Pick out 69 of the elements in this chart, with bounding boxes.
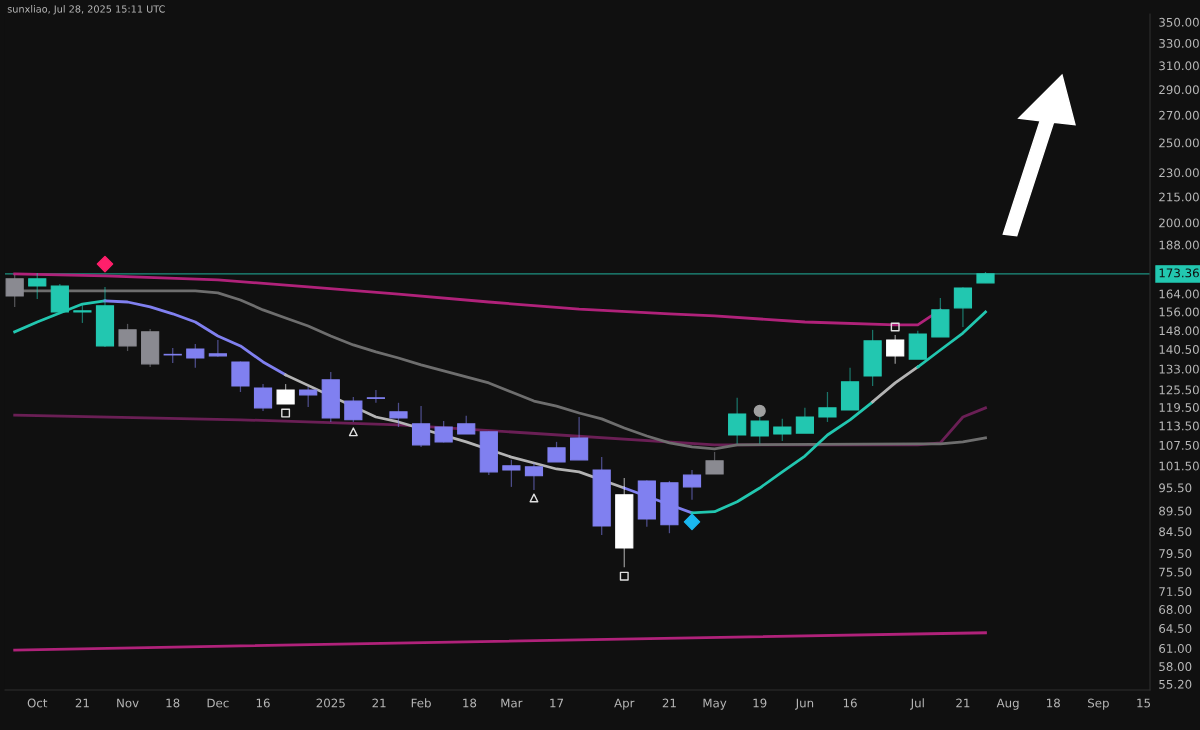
y-tick-label: 270.00 [1159,110,1199,120]
x-tick-label: 21 [75,698,89,708]
y-tick-label: 61.00 [1159,644,1192,653]
y-tick-label: 164.00 [1159,289,1199,299]
y-tick-label: 101.50 [1159,461,1199,471]
point [683,513,701,531]
point [753,404,766,417]
y-tick-label: 107.50 [1159,440,1199,450]
y-tick-label: 215.00 [1159,192,1199,202]
y-tick-label: 113.50 [1159,421,1199,431]
x-tick-label: 19 [753,698,767,708]
y-tick-label: 84.50 [1159,527,1192,537]
y-tick-label: 75.50 [1159,567,1192,577]
y-tick-label: 156.00 [1159,307,1199,317]
y-tick-label: 55.20 [1159,679,1192,689]
x-tick-label: 21 [662,698,676,708]
x-tick-label: Nov [117,698,139,708]
x-tick-label: Aug [996,698,1019,710]
y-tick-label: 79.50 [1159,549,1192,559]
y-tick-label: 230.00 [1159,168,1199,178]
x-tick-label: 17 [550,698,564,708]
x-tick-label: 18 [1047,698,1060,708]
y-tick-label: 125.50 [1159,385,1199,395]
x-tick-label: Feb [411,698,431,708]
y-tick-label: 148.00 [1159,326,1199,336]
point [529,493,539,503]
y-tick-label: 310.00 [1159,61,1199,71]
x-tick-label: Sep [1088,698,1109,710]
x-tick-label: 16 [843,698,857,708]
y-tick-label: 95.50 [1159,483,1192,493]
x-tick-label: 16 [256,698,270,708]
x-tick-label: May [703,698,727,710]
y-tick-label: 68.00 [1159,605,1192,615]
x-tick-label: Jul [910,698,924,710]
x-tick-label: Mar [501,698,523,708]
y-tick-label: 119.50 [1159,403,1199,412]
ref-line-label: 173.36 [1159,268,1199,278]
x-tick-label: 21 [372,698,386,708]
y-tick-label: 330.00 [1159,38,1199,48]
x-tick-label: 2025 [316,698,345,708]
y-tick-label: 200.00 [1159,218,1199,228]
point [619,571,629,581]
point [890,322,900,332]
y-tick-label: 290.00 [1159,85,1199,95]
y-tick-label: 140.50 [1159,344,1199,354]
candlestick [208,339,227,358]
x-tick-label: 15 [1137,698,1151,708]
point [348,427,358,437]
line-series [13,631,987,652]
y-tick-label: 89.50 [1159,506,1192,516]
x-tick-label: Oct [27,698,48,708]
x-tick-label: Dec [207,698,229,708]
y-tick-label: 71.50 [1159,587,1192,597]
annotation: sunxliao, Jul 28, 2025 15:11 UTC [7,5,165,15]
y-tick-label: 58.00 [1159,662,1192,672]
candlestick [366,389,386,404]
x-tick-label: 21 [956,698,970,708]
y-tick-label: 188.00 [1159,240,1199,250]
y-tick-label: 133.00 [1159,364,1199,374]
line-series [103,299,287,377]
point [281,408,291,418]
point [96,255,114,273]
y-tick-label: 64.50 [1159,624,1192,633]
x-tick-label: 18 [463,698,477,708]
x-tick-label: Apr [614,698,635,710]
x-tick-label: Jun [795,698,814,710]
x-tick-label: 18 [166,698,180,708]
y-tick-label: 250.00 [1159,138,1199,148]
y-tick-label: 350.00 [1159,17,1199,27]
